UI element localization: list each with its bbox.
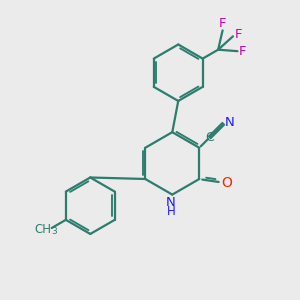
Text: N: N (166, 196, 176, 209)
Text: H: H (167, 205, 175, 218)
Text: F: F (239, 45, 247, 58)
Text: 3: 3 (52, 227, 58, 236)
Text: C: C (205, 131, 214, 144)
Text: F: F (235, 28, 242, 41)
Text: CH: CH (34, 223, 51, 236)
Text: N: N (225, 116, 235, 129)
Text: F: F (219, 17, 226, 30)
Text: O: O (221, 176, 233, 190)
